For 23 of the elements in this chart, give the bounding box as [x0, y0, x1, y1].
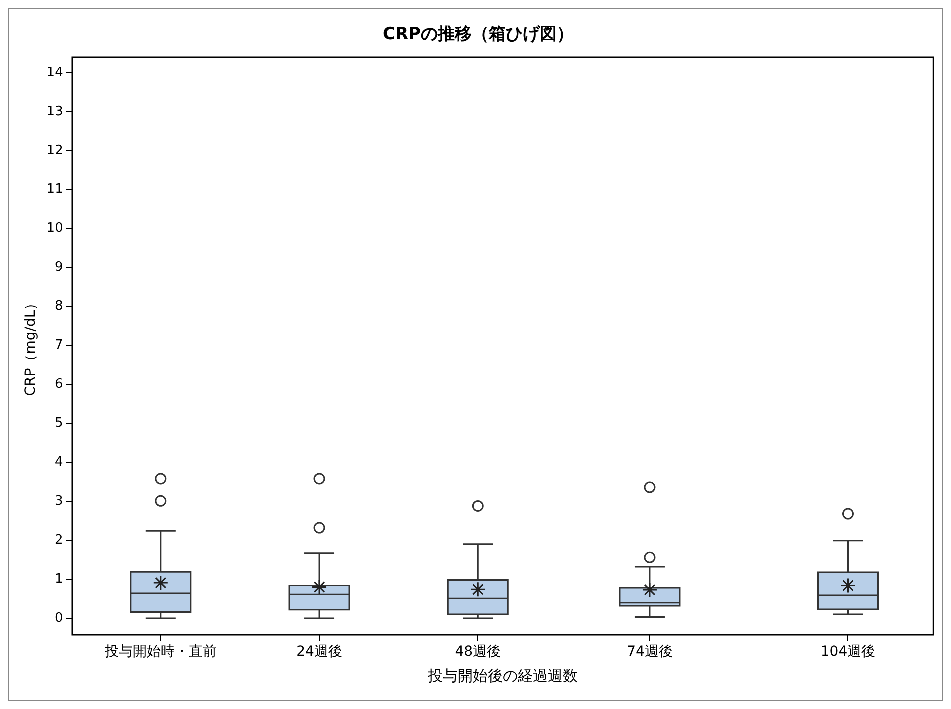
x-tick-label: 24週後	[296, 644, 342, 660]
y-tick-label: 6	[55, 377, 64, 392]
y-tick-label: 12	[46, 143, 64, 158]
chart-title: CRPの推移（箱ひげ図）	[382, 24, 574, 45]
x-axis-title: 投与開始後の経過週数	[426, 666, 578, 685]
y-tick-label: 4	[55, 454, 64, 470]
y-tick-label: 11	[46, 182, 64, 198]
y-tick-label: 7	[55, 338, 64, 354]
y-axis-title: CRP（mg/dL）	[23, 296, 40, 396]
y-tick-label: 8	[55, 299, 64, 314]
x-tick-label: 104週後	[820, 644, 876, 660]
y-tick-label: 3	[55, 494, 64, 509]
y-tick-label: 1	[55, 572, 64, 587]
y-tick-label: 9	[55, 260, 64, 276]
x-tick-label: 74週後	[627, 644, 673, 660]
y-tick-label: 13	[46, 104, 64, 120]
y-tick-label: 0	[55, 610, 64, 626]
y-tick-label: 2	[55, 532, 64, 548]
y-tick-label: 10	[46, 221, 64, 236]
x-tick-label: 48週後	[455, 644, 502, 660]
y-tick-label: 14	[46, 65, 64, 80]
x-tick-label: 投与開始時・直前	[104, 644, 217, 660]
y-tick-label: 5	[55, 416, 64, 432]
